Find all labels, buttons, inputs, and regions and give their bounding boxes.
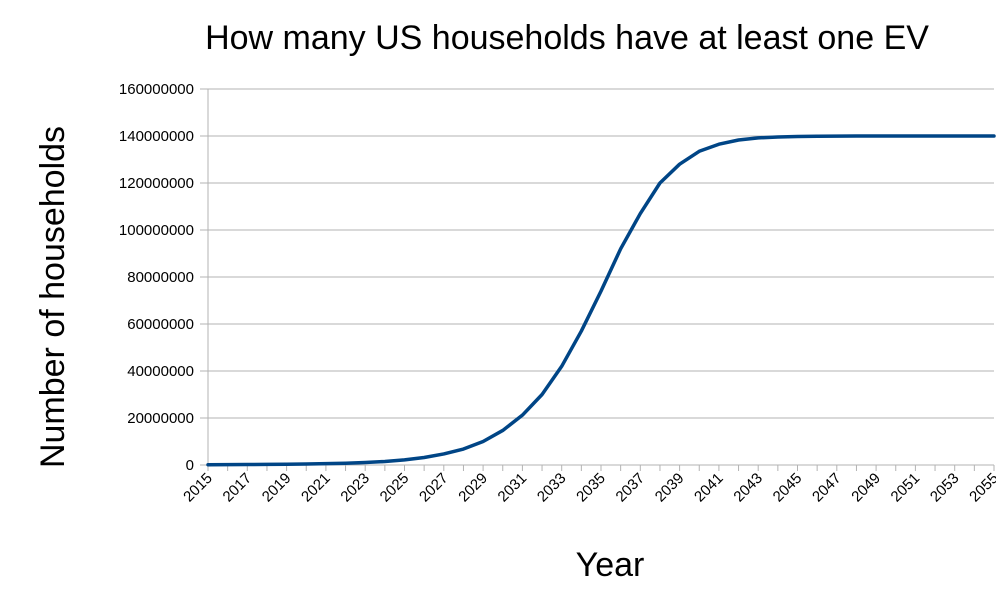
x-tick-label: 2051 [888,470,924,506]
x-tick-label: 2037 [613,470,649,506]
axes [207,89,995,471]
y-axis-title: Number of households [34,126,72,468]
y-tick-label: 120000000 [119,175,194,192]
x-tick-label: 2025 [377,470,413,506]
x-tick-label: 2021 [298,470,334,506]
y-tick-label: 80000000 [127,269,194,286]
y-tick-label: 140000000 [119,128,194,145]
series-layer [206,134,996,467]
x-tick-label: 2047 [809,470,845,506]
x-axis-title: Year [576,546,645,584]
y-tick-label: 100000000 [119,222,194,239]
x-tick-label: 2017 [220,470,256,506]
y-tick-label: 60000000 [127,316,194,333]
x-tick-label: 2031 [495,470,531,506]
y-tick-labels: 0 20000000 40000000 60000000 80000000 1000000… [119,81,194,474]
y-tick-label: 160000000 [119,81,194,98]
x-tick-label: 2019 [259,470,295,506]
x-tick-label: 2029 [455,470,491,506]
x-tick-label: 2041 [691,470,727,506]
gridlines [200,88,994,466]
x-tick-label: 2023 [337,470,373,506]
x-tick-labels: 2015 2017 2019 2021 2023 2025 2027 2029 2031 2033… [180,470,996,506]
x-tick-label: 2055 [966,470,996,506]
x-tick-label: 2045 [770,470,806,506]
x-tick-label: 2033 [534,470,570,506]
x-tick-label: 2027 [416,470,452,506]
x-tick-label: 2015 [180,470,216,506]
y-tick-label: 20000000 [127,410,194,427]
y-tick-label: 40000000 [127,363,194,380]
x-tick-label: 2049 [848,470,884,506]
series-line [206,134,996,467]
x-tick-label: 2035 [573,470,609,506]
y-tick-label: 0 [186,457,194,474]
chart-title: How many US households have at least one… [205,19,929,57]
x-tick-label: 2039 [652,470,688,506]
x-tick-label: 2043 [730,470,766,506]
x-tick-label: 2053 [927,470,963,506]
